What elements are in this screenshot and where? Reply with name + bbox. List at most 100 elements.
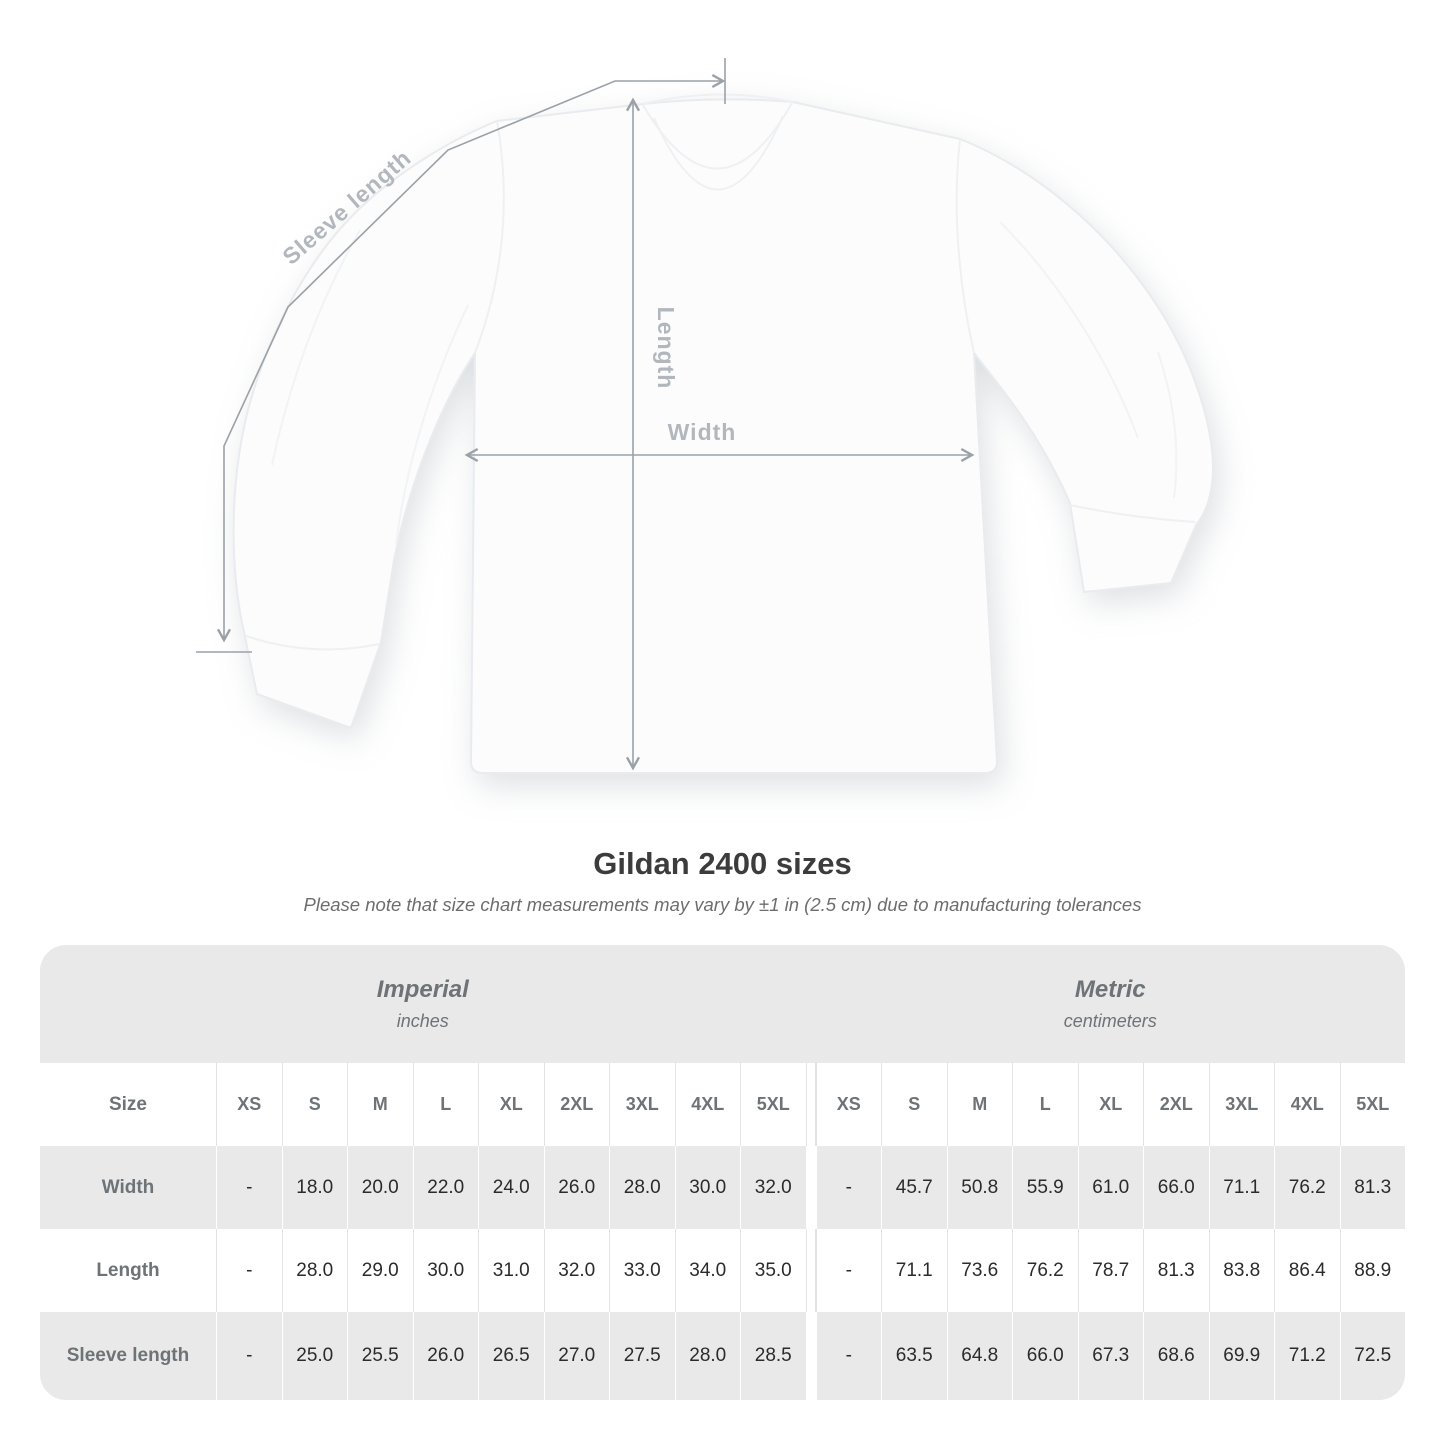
measurement-value: 71.1 [1208,1146,1275,1229]
measurement-value: 55.9 [1012,1146,1078,1229]
measurement-value: 27.5 [609,1312,675,1400]
size-column-header: 2XL [1143,1063,1209,1146]
tolerance-note: Please note that size chart measurements… [303,894,1142,915]
size-column-header: S [881,1063,947,1146]
width-row: Width -18.0 20.0 22.0 24.0 26.0 28.0 30.0 32.0-… [40,1146,1405,1229]
measurement-value: 72.5 [1339,1312,1406,1400]
measurement-value: - [216,1146,282,1229]
measurement-value: 30.0 [674,1146,741,1229]
size-column-header: 3XL [1208,1063,1275,1146]
measurement-value: - [815,1312,882,1400]
measurement-value: 81.3 [1143,1229,1209,1312]
measurement-value: 26.5 [478,1312,544,1400]
measurement-value: - [815,1229,882,1312]
length-row: Length -28.0 29.0 30.0 31.0 32.0 33.0 34.0 35.0… [40,1229,1405,1312]
measurement-value: 28.0 [281,1229,348,1312]
measurement-value: 50.8 [946,1146,1013,1229]
size-column-header: 4XL [674,1063,741,1146]
right-cuff-seam [1069,504,1196,523]
measurement-value: 45.7 [881,1146,947,1229]
size-column-header: 4XL [1274,1063,1340,1146]
unit-header-row: Imperial inches Metric centimeters [40,945,1405,1063]
measurement-value: 69.9 [1208,1312,1275,1400]
size-header-row: Size XS S M L XL 2XL 3XL 4XL 5XL XS S M L XL 2XL 3XL 4XL… [40,1063,1405,1146]
measurement-value: 27.0 [543,1312,610,1400]
row-label-width: Width [101,1176,155,1198]
measurement-value: 31.0 [478,1229,544,1312]
measurement-value: - [216,1229,282,1312]
measurement-value: 76.2 [1274,1146,1340,1229]
measurement-value: 68.6 [1143,1312,1209,1400]
measurement-value: 26.0 [412,1312,479,1400]
width-label: Width [668,419,737,445]
size-column-header: XS [815,1063,882,1146]
size-column-header: L [1012,1063,1078,1146]
size-column-label: Size [108,1093,148,1115]
width-dimension: Width [464,419,975,463]
shirt-measurement-diagram: Sleeve length Length Width [196,58,1215,774]
measurement-value: 25.0 [281,1312,348,1400]
measurement-value: 28.0 [674,1312,741,1400]
size-column-header: S [281,1063,348,1146]
measurement-value: 29.0 [347,1229,413,1312]
measurement-value: 28.5 [740,1312,806,1400]
page-title: Gildan 2400 sizes [593,846,852,881]
sleeve-fold [999,221,1139,439]
size-column-header: 3XL [609,1063,675,1146]
measurement-value: 25.5 [347,1312,413,1400]
measurement-value: 20.0 [347,1146,413,1229]
measurement-value: 32.0 [543,1229,610,1312]
sleeve-length-row: Sleeve length -25.0 25.5 26.0 26.5 27.0 27.5 2… [40,1312,1405,1400]
measurement-value: 73.6 [946,1229,1013,1312]
sleeve-fold [1157,351,1178,499]
size-column-header: 5XL [1339,1063,1406,1146]
size-column-header: XS [216,1063,282,1146]
size-column-header: M [946,1063,1013,1146]
measurement-value: 26.0 [543,1146,610,1229]
row-label-length: Length [96,1259,160,1281]
right-armhole-seam [955,138,975,354]
size-column-header: L [412,1063,479,1146]
measurement-value: 71.1 [881,1229,947,1312]
size-column-header: 5XL [740,1063,806,1146]
measurement-value: 18.0 [281,1146,348,1229]
measurement-value: 81.3 [1339,1146,1406,1229]
measurement-value: 34.0 [674,1229,741,1312]
size-column-header: M [347,1063,413,1146]
measurement-value: - [216,1312,282,1400]
measurement-value: 63.5 [881,1312,947,1400]
metric-title: Metric [1074,976,1146,1003]
sleeve-length-line [216,73,726,643]
measurement-value: 24.0 [478,1146,544,1229]
unit-section-divider [805,1146,816,1229]
measurement-value: 66.0 [1012,1312,1078,1400]
measurement-value: 83.8 [1208,1229,1275,1312]
measurement-value: 61.0 [1077,1146,1144,1229]
measurement-value: 78.7 [1077,1229,1144,1312]
length-dimension: Length [625,97,679,771]
imperial-title: Imperial [376,976,469,1003]
size-column-header: XL [1077,1063,1144,1146]
size-table: Imperial inches Metric centimeters Size … [40,945,1405,1400]
unit-section-divider [805,1229,816,1312]
length-label: Length [653,307,679,390]
measurement-value: 71.2 [1274,1312,1340,1400]
row-label-sleeve-length: Sleeve length [66,1345,190,1366]
unit-section-divider [805,1063,816,1146]
measurement-value: 22.0 [412,1146,479,1229]
size-column-header: XL [478,1063,544,1146]
measurement-value: 76.2 [1012,1229,1078,1312]
measurement-value: 30.0 [412,1229,479,1312]
metric-header-group: Metric centimeters [816,945,1406,1063]
measurement-value: 35.0 [740,1229,806,1312]
metric-unit: centimeters [1063,1011,1157,1031]
measurement-value: - [815,1146,882,1229]
unit-section-divider [805,1312,816,1400]
measurement-value: 64.8 [946,1312,1013,1400]
measurement-value: 33.0 [609,1229,675,1312]
measurement-value: 88.9 [1339,1229,1406,1312]
measurement-value: 32.0 [740,1146,806,1229]
measurement-value: 86.4 [1274,1229,1340,1312]
imperial-unit: inches [396,1011,449,1031]
